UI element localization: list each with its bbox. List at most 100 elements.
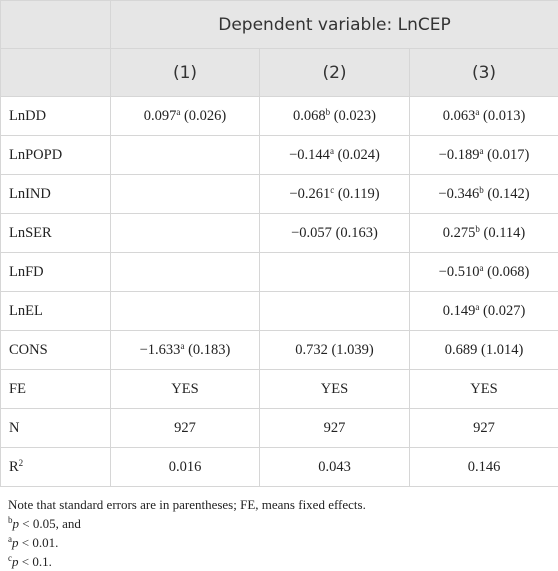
significance-mark: a <box>475 107 479 117</box>
note-text: < 0.05, and <box>22 516 81 531</box>
table-cell: YES <box>260 370 410 409</box>
row-label: CONS <box>1 331 111 370</box>
row-label: LnFD <box>1 253 111 292</box>
coefficient: −0.189 <box>439 147 480 163</box>
coefficient: −0.346 <box>438 186 479 202</box>
row-label: LnDD <box>1 97 111 136</box>
table-cell: 927 <box>260 409 410 448</box>
row-label-text: LnSER <box>9 225 52 241</box>
standard-error: (0.013) <box>483 108 525 124</box>
coefficient: 0.275 <box>443 225 476 241</box>
note-text: < 0.01. <box>22 535 59 550</box>
standard-error: (1.014) <box>481 342 523 358</box>
standard-error: (0.142) <box>487 186 529 202</box>
significance-mark: a <box>475 302 479 312</box>
table-cell: 0.275b (0.114) <box>410 214 558 253</box>
table-cell: 0.063a (0.013) <box>410 97 558 136</box>
table-cell: 0.732 (1.039) <box>260 331 410 370</box>
coefficient: 0.063 <box>443 108 476 124</box>
corner-cell <box>1 1 111 49</box>
table-cell: 0.689 (1.014) <box>410 331 558 370</box>
coefficient: YES <box>321 381 348 397</box>
row-label: LnPOPD <box>1 136 111 175</box>
note-line: cp < 0.1. <box>8 552 558 571</box>
corner-cell <box>1 49 111 97</box>
row-label: LnIND <box>1 175 111 214</box>
table-cell: YES <box>111 370 260 409</box>
table-cell: 927 <box>111 409 260 448</box>
standard-error: (0.183) <box>188 342 230 358</box>
note-variable: p <box>12 535 19 550</box>
standard-error: (0.023) <box>334 108 376 124</box>
table-cell: 927 <box>410 409 558 448</box>
coefficient: 0.068 <box>293 108 326 124</box>
standard-error: (0.163) <box>336 225 378 241</box>
table-row: N 927 927 927 <box>1 409 558 448</box>
coefficient: 0.149 <box>443 303 476 319</box>
table-cell: 0.146 <box>410 448 558 487</box>
table-cell: 0.149a (0.027) <box>410 292 558 331</box>
standard-error: (0.114) <box>484 225 526 241</box>
table-notes: Note that standard errors are in parenth… <box>0 487 558 571</box>
table-cell: −0.144a (0.024) <box>260 136 410 175</box>
standard-error: (1.039) <box>331 342 373 358</box>
row-label-text: R <box>9 459 19 475</box>
row-label-text: CONS <box>9 342 48 358</box>
coefficient: 927 <box>473 420 495 436</box>
note-line: ap < 0.01. <box>8 533 558 552</box>
table-cell: 0.097a (0.026) <box>111 97 260 136</box>
row-label: R2 <box>1 448 111 487</box>
coefficient: 927 <box>174 420 196 436</box>
table-cell: −0.189a (0.017) <box>410 136 558 175</box>
coefficient: 0.689 <box>445 342 478 358</box>
row-label-text: N <box>9 420 19 436</box>
coefficient: YES <box>171 381 198 397</box>
table-cell <box>111 214 260 253</box>
table-row: LnFD −0.510a (0.068) <box>1 253 558 292</box>
column-header: (3) <box>410 49 558 97</box>
row-label: LnEL <box>1 292 111 331</box>
table-cell: −0.346b (0.142) <box>410 175 558 214</box>
row-label-text: FE <box>9 381 26 397</box>
table-cell <box>111 175 260 214</box>
note-line: Note that standard errors are in parenth… <box>8 495 558 514</box>
row-label-text: LnFD <box>9 264 44 280</box>
table-row: LnPOPD −0.144a (0.024)−0.189a (0.017) <box>1 136 558 175</box>
table-cell: −1.633a (0.183) <box>111 331 260 370</box>
row-label-sup: 2 <box>19 458 24 468</box>
significance-mark: a <box>176 107 180 117</box>
coefficient: −0.057 <box>291 225 332 241</box>
significance-mark: a <box>479 263 483 273</box>
standard-error: (0.068) <box>487 264 529 280</box>
row-label-text: LnDD <box>9 108 46 124</box>
significance-mark: b <box>326 107 331 117</box>
table-row: LnSER−0.057 (0.163)0.275b (0.114) <box>1 214 558 253</box>
coefficient: −0.144 <box>289 147 330 163</box>
coefficient: 0.732 <box>295 342 328 358</box>
significance-mark: b <box>479 185 484 195</box>
table-cell: 0.043 <box>260 448 410 487</box>
table-cell <box>111 136 260 175</box>
standard-error: (0.017) <box>487 147 529 163</box>
table-cell: −0.057 (0.163) <box>260 214 410 253</box>
coefficient: 0.146 <box>468 459 501 475</box>
table-cell <box>260 253 410 292</box>
coefficient: 927 <box>324 420 346 436</box>
standard-error: (0.026) <box>184 108 226 124</box>
standard-error: (0.027) <box>483 303 525 319</box>
table-cell: 0.016 <box>111 448 260 487</box>
row-label-text: LnIND <box>9 186 51 202</box>
coefficient: −0.510 <box>439 264 480 280</box>
note-variable: p <box>12 554 19 569</box>
table-cell: 0.068b (0.023) <box>260 97 410 136</box>
coefficient: 0.043 <box>318 459 351 475</box>
row-label: FE <box>1 370 111 409</box>
header-row: Dependent variable: LnCEP <box>1 1 558 49</box>
header-title: Dependent variable: LnCEP <box>111 1 558 49</box>
standard-error: (0.024) <box>338 147 380 163</box>
table-row: CONS−1.633a (0.183)0.732 (1.039)0.689 (1… <box>1 331 558 370</box>
coefficient: 0.097 <box>144 108 177 124</box>
